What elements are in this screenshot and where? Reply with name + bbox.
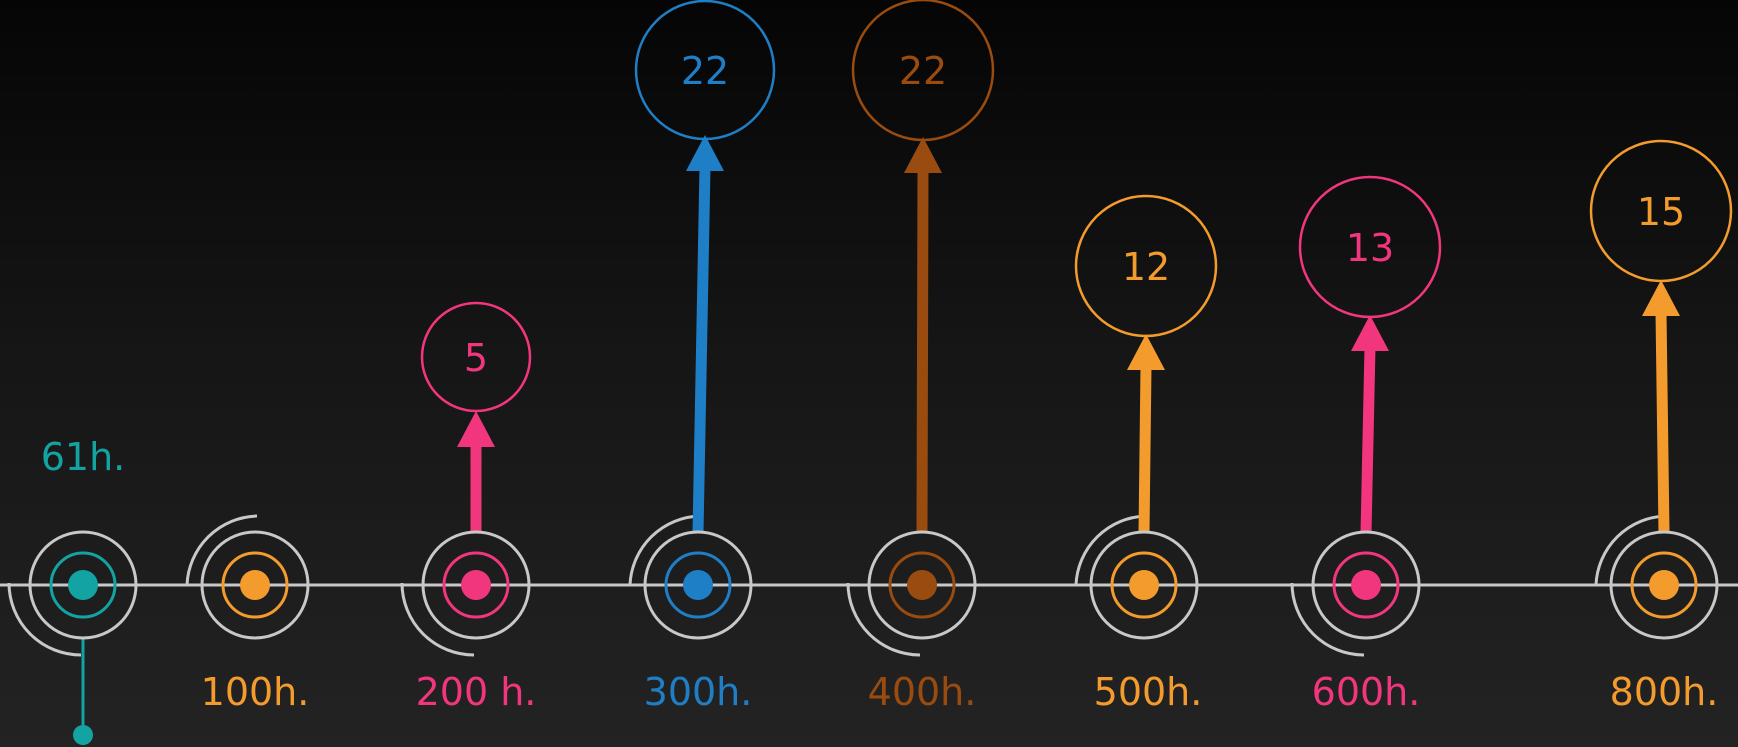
stem-end-dot <box>73 725 93 745</box>
decorative-arc <box>185 514 258 586</box>
timeline-node: 12 500h. <box>1074 194 1218 714</box>
center-dot <box>240 570 270 600</box>
outer-ring <box>1089 530 1199 640</box>
hour-label: 400h. <box>868 670 977 714</box>
inner-ring <box>664 551 732 619</box>
value-bubble <box>420 301 532 413</box>
timeline-node: 22 400h. <box>846 0 995 714</box>
bubble-value: 15 <box>1637 190 1685 234</box>
timeline-node: 61h. <box>7 435 138 745</box>
arrow-head <box>904 137 942 173</box>
inner-ring <box>442 551 510 619</box>
hour-label: 300h. <box>644 670 753 714</box>
arrow-shaft <box>692 166 711 534</box>
decorative-arc <box>1290 582 1365 657</box>
value-bubble <box>1589 139 1733 283</box>
center-dot <box>68 570 98 600</box>
outer-ring <box>643 530 753 640</box>
bubble-value: 5 <box>464 336 488 380</box>
outer-ring <box>200 530 310 640</box>
decorative-arc <box>846 582 921 657</box>
arrow-shaft <box>1655 311 1670 534</box>
hour-label: 800h. <box>1610 670 1719 714</box>
inner-ring <box>221 551 289 619</box>
outer-ring <box>867 530 977 640</box>
timeline-node: 22 300h. <box>628 0 776 714</box>
arrow-shaft <box>1360 346 1376 534</box>
arrow-shaft <box>1138 365 1152 534</box>
arrow-head <box>1642 280 1680 316</box>
outer-ring <box>421 530 531 640</box>
inner-ring <box>888 551 956 619</box>
hour-label: 100h. <box>201 670 310 714</box>
value-bubble <box>851 0 995 142</box>
outer-ring <box>1609 530 1719 640</box>
center-dot <box>907 570 937 600</box>
center-dot <box>1129 570 1159 600</box>
outer-ring <box>28 530 138 640</box>
timeline-node: 5 200 h. <box>400 301 537 714</box>
arrow-shaft <box>916 168 929 534</box>
center-dot <box>461 570 491 600</box>
hour-label: 600h. <box>1312 670 1421 714</box>
center-dot <box>1649 570 1679 600</box>
timeline-node: 13 600h. <box>1290 175 1442 714</box>
inner-ring <box>49 551 117 619</box>
bubble-value: 22 <box>681 49 729 93</box>
arrow-head <box>686 135 724 171</box>
outer-ring <box>1311 530 1421 640</box>
decorative-arc <box>7 582 82 657</box>
bubble-value: 22 <box>899 49 947 93</box>
arrow-head <box>457 411 495 447</box>
value-bubble <box>1074 194 1218 338</box>
bubble-value: 13 <box>1346 226 1394 270</box>
timeline-node: 15 800h. <box>1589 139 1733 714</box>
decorative-arc <box>400 582 475 657</box>
hour-label: 200 h. <box>416 670 537 714</box>
inner-ring <box>1630 551 1698 619</box>
bubble-value: 12 <box>1122 245 1170 289</box>
center-dot <box>683 570 713 600</box>
hour-label: 61h. <box>41 435 126 479</box>
hour-label: 500h. <box>1094 670 1203 714</box>
decorative-arc <box>1074 514 1147 586</box>
timeline-node: 100h. <box>185 514 310 714</box>
inner-ring <box>1332 551 1400 619</box>
decorative-arc <box>628 514 701 586</box>
center-dot <box>1351 570 1381 600</box>
decorative-arc <box>1594 514 1667 586</box>
inner-ring <box>1110 551 1178 619</box>
arrow-head <box>1351 315 1389 351</box>
arrow-head <box>1127 334 1165 370</box>
value-bubble <box>1298 175 1442 319</box>
value-bubble <box>634 0 776 141</box>
